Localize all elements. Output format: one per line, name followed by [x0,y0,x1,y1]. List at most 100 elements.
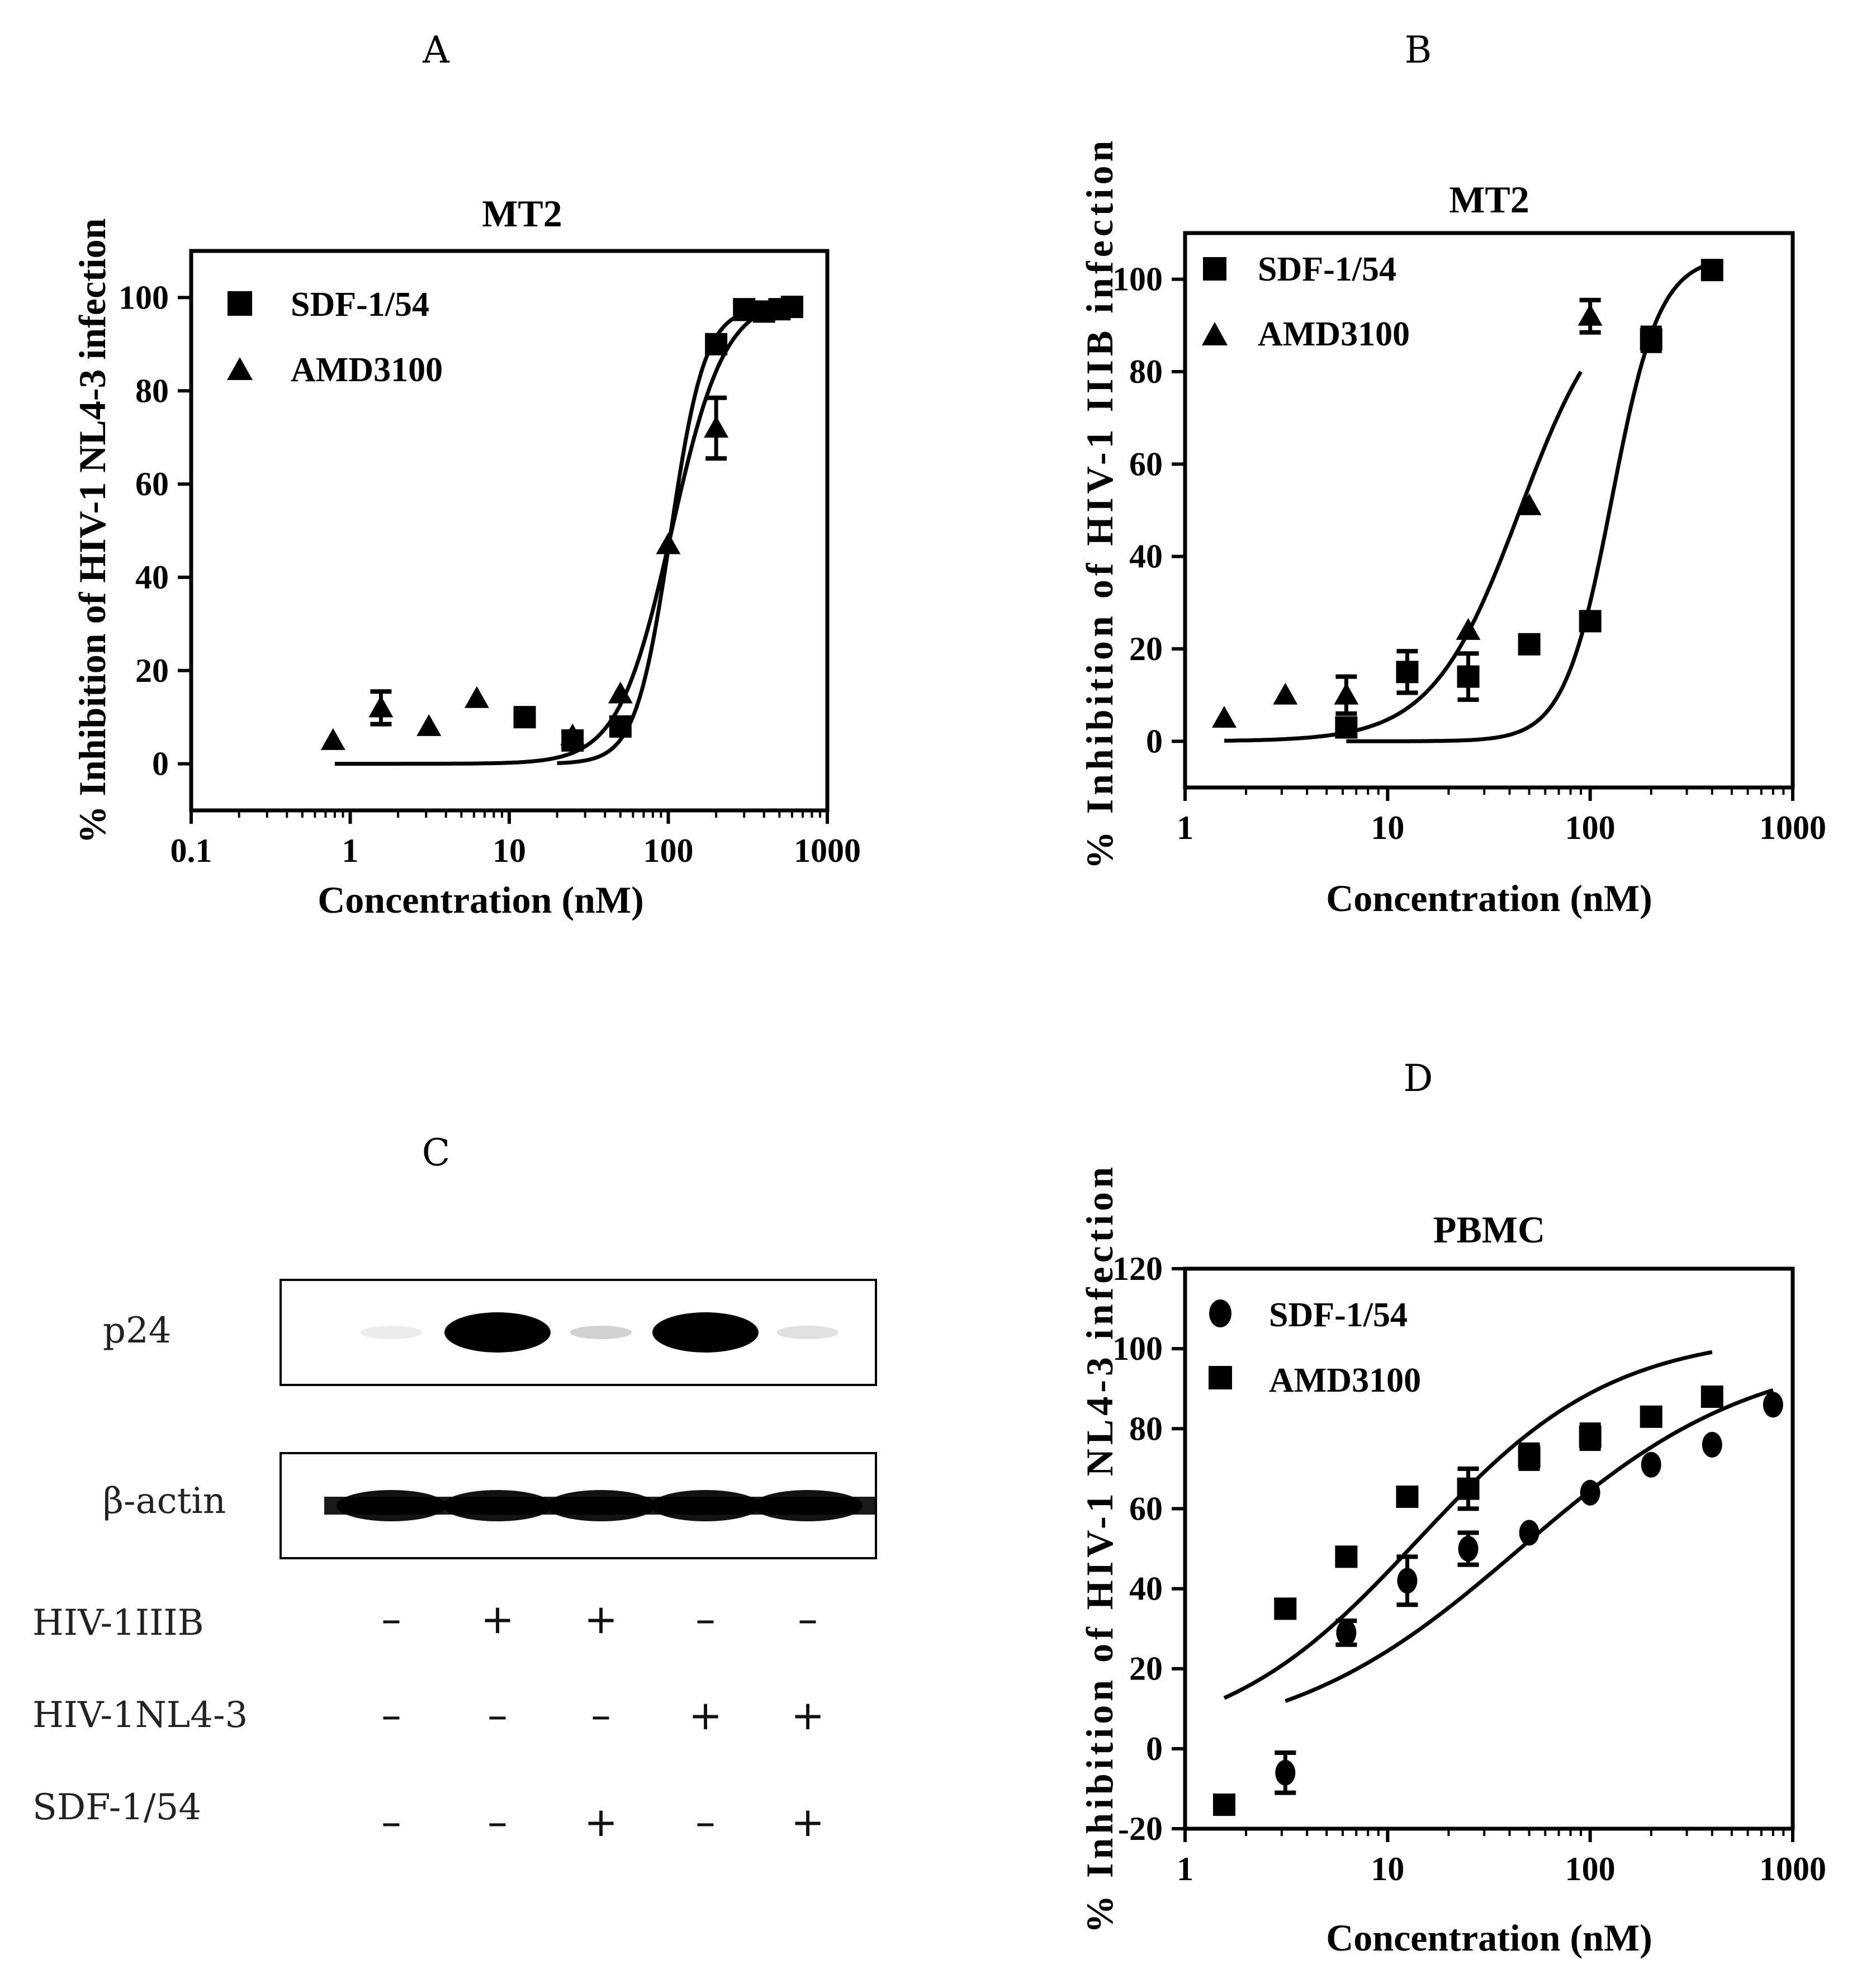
p24-band [361,1326,422,1339]
chart-b-point-amd3100 [1273,682,1298,705]
chart-b: MT2 Concentration (nM) % Inhibition of H… [1078,137,1826,919]
chart-a-title: MT2 [482,192,562,235]
chart-b-legend-marker-sdf [1203,257,1226,281]
chart-d-xtick-label: 1000 [1759,1851,1826,1887]
chart-b-point-sdf-1-54 [1396,661,1419,684]
blot-box-p24 [280,1279,877,1386]
chart-a-xtick-label: 1 [342,832,359,869]
chart-d-point-amd3100 [1457,1477,1480,1500]
condition-sign: + [689,1692,722,1739]
chart-d-ylabel: % Inhibition of HIV-1 NL4-3 infection [1078,1163,1121,1933]
chart-d-point-sdf-1-54 [1336,1620,1357,1646]
condition-sign: + [791,1799,825,1845]
chart-a-ticks: 0.1 1 10 100 1000 0 20 40 60 80 100 [119,279,861,869]
chart-d-ytick-label: 100 [1112,1330,1163,1367]
chart-d-xlabel: Concentration (nM) [1326,1916,1652,1959]
chart-a-point-amd3100 [368,695,394,718]
chart-a-point-sdf-1-54 [513,706,536,729]
condition-sign: – [487,1799,508,1845]
chart-b-title: MT2 [1449,178,1529,221]
chart-a-point-amd3100 [464,686,489,708]
chart-d-legend: SDF-1/54 AMD3100 [1209,1296,1421,1399]
chart-b-point-amd3100 [1517,493,1542,515]
chart-b-point-amd3100 [1334,682,1359,705]
chart-a-ytick-label: 40 [135,559,169,596]
chart-a-ytick-label: 0 [152,746,169,782]
chart-d-point-sdf-1-54 [1275,1759,1296,1786]
condition-sign: – [798,1596,818,1643]
chart-d-point-amd3100 [1579,1425,1602,1448]
panel-letter-d: D [1404,1057,1433,1100]
chart-a-legend-sdf: SDF-1/54 [291,286,429,324]
chart-a-legend-amd: AMD3100 [291,351,443,389]
chart-b-xtick-label: 100 [1565,809,1616,846]
chart-a-point-amd3100 [416,714,442,736]
chart-d-ytick-label: 40 [1129,1571,1163,1607]
chart-b-legend-marker-amd [1202,322,1228,345]
chart-d: PBMC Concentration (nM) % Inhibition of … [1078,1163,1826,1959]
chart-a-point-amd3100 [560,723,585,746]
chart-a-plot [320,296,803,766]
chart-d-point-amd3100 [1518,1445,1541,1468]
condition-sign: + [584,1596,618,1643]
chart-b-legend: SDF-1/54 AMD3100 [1202,250,1410,353]
condition-sign: – [591,1692,611,1739]
chart-a-ytick-label: 100 [119,279,169,316]
chart-b-ytick-label: 80 [1129,353,1163,390]
chart-a-ylabel: % Inhibition of HIV-1 NL4-3 infection [71,219,113,844]
chart-a: MT2 Concentration (nM) % Inhibition of H… [71,192,861,921]
chart-b-plot [1211,259,1723,743]
chart-a-xtick-label: 10 [492,832,526,869]
condition-sign: – [487,1692,508,1739]
chart-a-xtick-label: 0.1 [170,832,212,869]
chart-d-xtick-label: 1 [1177,1851,1193,1887]
chart-b-ytick-label: 40 [1129,538,1163,575]
condition-sign: + [584,1799,618,1845]
condition-label-iiib: HIV-1IIIB [32,1602,204,1644]
actin-band-smear [324,1497,875,1515]
chart-a-xlabel: Concentration (nM) [318,879,644,921]
chart-d-ytick-label: 60 [1129,1490,1163,1527]
chart-a-ytick-label: 60 [135,466,169,502]
p24-band [777,1326,839,1339]
chart-d-frame [1183,1266,1795,1831]
chart-a-point-amd3100 [704,415,729,438]
chart-d-ytick-label: -20 [1118,1810,1163,1847]
chart-d-point-amd3100 [1335,1545,1358,1568]
chart-b-xtick-label: 10 [1371,809,1404,846]
band-layer [324,1312,875,1521]
panel-letter-c: C [422,1131,451,1174]
chart-a-xtick-label: 100 [643,832,694,869]
chart-b-ytick-label: 100 [1112,261,1163,298]
chart-d-ytick-label: 80 [1129,1410,1163,1447]
chart-b-legend-amd: AMD3100 [1258,315,1410,353]
chart-a-point-amd3100 [656,532,681,554]
chart-b-fit-curve [1224,371,1583,743]
chart-d-point-amd3100 [1700,1386,1723,1408]
chart-b-point-sdf-1-54 [1700,259,1723,282]
chart-b-point-sdf-1-54 [1579,610,1602,633]
chart-b-xtick-label: 1000 [1759,809,1826,846]
chart-d-xtick-label: 100 [1565,1851,1616,1887]
chart-d-legend-marker-sdf [1209,1299,1231,1327]
chart-b-ylabel: % Inhibition of HIV-1 IIIB infection [1078,137,1121,870]
chart-a-point-amd3100 [732,299,757,321]
chart-b-ytick-label: 60 [1129,445,1163,482]
chart-a-legend: SDF-1/54 AMD3100 [227,286,443,389]
chart-d-point-sdf-1-54 [1702,1431,1722,1458]
chart-d-point-sdf-1-54 [1641,1451,1661,1478]
p24-band [652,1312,759,1353]
chart-d-ytick-label: 120 [1112,1250,1163,1287]
chart-d-plot [1212,1350,1783,1816]
chart-b-point-amd3100 [1577,303,1603,326]
condition-table: HIV-1IIIB HIV-1NL4-3 SDF-1/54 – + + – – – – – + +… [32,1596,825,1845]
chart-d-point-amd3100 [1640,1405,1662,1428]
chart-b-xlabel: Concentration (nM) [1326,877,1652,919]
condition-label-nl43: HIV-1NL4-3 [32,1695,248,1736]
chart-a-legend-marker-sdf [228,291,252,316]
western-blot: p24 β-actin HIV-1IIIB HIV-1NL4-3 SDF-1/5… [32,1279,877,1845]
panel-letter-b: B [1405,29,1432,72]
panel-letter-a: A [422,29,450,72]
